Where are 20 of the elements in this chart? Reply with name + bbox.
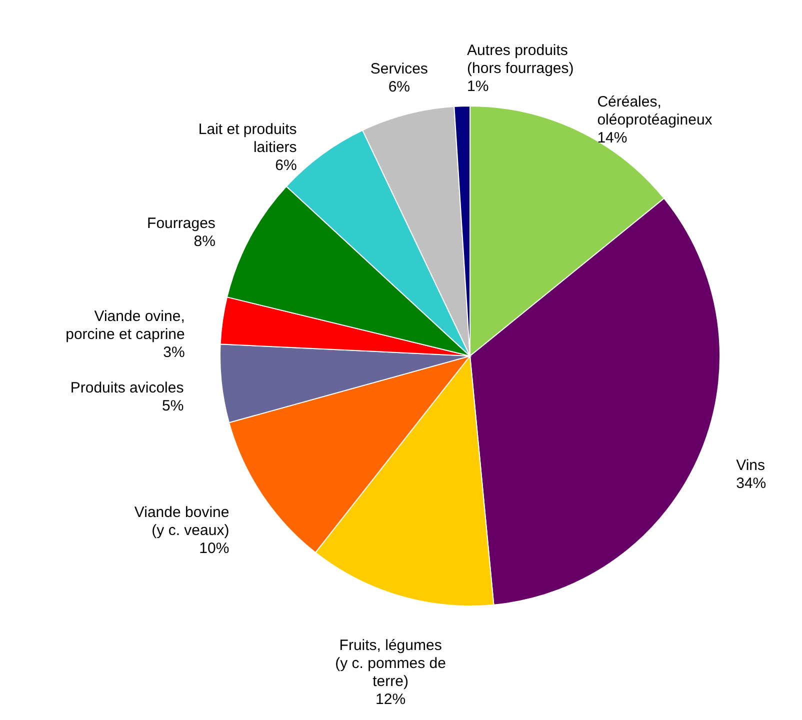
data-label: 1% — [467, 78, 489, 96]
data-label: 5% — [162, 397, 184, 414]
slice-label: Fruits, légumes (y c. pommes de terre) — [335, 636, 446, 690]
data-label: 34% — [736, 474, 766, 492]
slice-label: Viande ovine, porcine et caprine — [66, 308, 185, 343]
slice-label: Fourrages — [147, 214, 216, 232]
slice-label: Autres produits (hors fourrages) — [467, 42, 574, 78]
data-label: 6% — [388, 78, 410, 96]
data-label: 3% — [163, 344, 185, 361]
data-label: 12% — [376, 690, 406, 708]
slice-label: Produits avicoles — [70, 379, 184, 396]
slice-label: Viande bovine (y c. veaux) — [134, 504, 230, 540]
slice-label: Lait et produits laitiers — [198, 120, 297, 156]
slice-label: Céréales, oléoprotéagineux — [597, 93, 713, 128]
data-label: 8% — [194, 232, 216, 250]
data-label: 6% — [275, 156, 297, 174]
data-label: 10% — [199, 540, 230, 558]
data-label: 14% — [597, 129, 628, 146]
slice-label: Services — [370, 60, 428, 78]
slice-label: Vins — [736, 456, 766, 474]
